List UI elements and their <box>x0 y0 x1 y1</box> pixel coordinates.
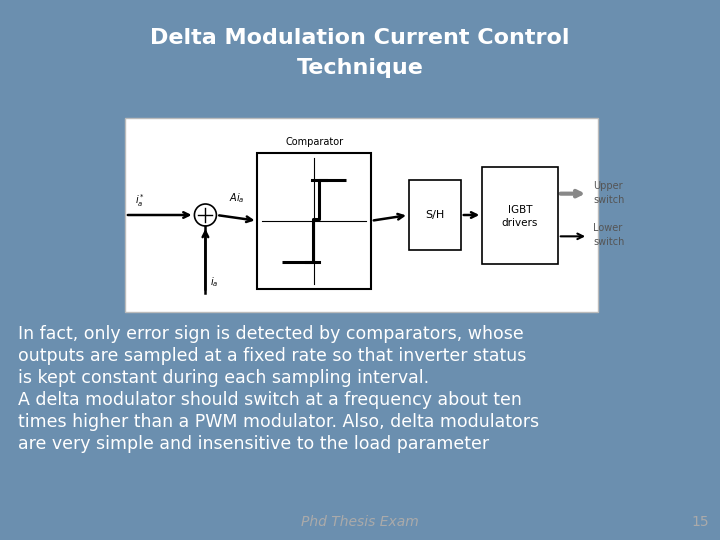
Text: A delta modulator should switch at a frequency about ten: A delta modulator should switch at a fre… <box>18 391 522 409</box>
Text: S/H: S/H <box>426 210 444 220</box>
Text: switch: switch <box>593 194 624 205</box>
Text: 15: 15 <box>691 515 708 529</box>
Text: outputs are sampled at a fixed rate so that inverter status: outputs are sampled at a fixed rate so t… <box>18 347 526 365</box>
Text: Phd Thesis Exam: Phd Thesis Exam <box>301 515 419 529</box>
Text: Technique: Technique <box>297 58 423 78</box>
Text: drivers: drivers <box>502 218 538 228</box>
Text: $i_a^*$: $i_a^*$ <box>135 193 145 210</box>
Text: $Ai_a$: $Ai_a$ <box>229 191 245 205</box>
Text: times higher than a PWM modulator. Also, delta modulators: times higher than a PWM modulator. Also,… <box>18 413 539 431</box>
Text: are very simple and insensitive to the load parameter: are very simple and insensitive to the l… <box>18 435 489 453</box>
Bar <box>258 153 371 289</box>
Bar <box>409 180 461 250</box>
Text: Delta Modulation Current Control: Delta Modulation Current Control <box>150 28 570 48</box>
Bar <box>125 118 598 312</box>
Text: In fact, only error sign is detected by comparators, whose: In fact, only error sign is detected by … <box>18 325 523 343</box>
Text: IGBT: IGBT <box>508 205 532 215</box>
Text: $i_a$: $i_a$ <box>210 275 219 288</box>
Text: Upper: Upper <box>593 181 623 191</box>
Text: switch: switch <box>593 238 624 247</box>
Text: is kept constant during each sampling interval.: is kept constant during each sampling in… <box>18 369 429 387</box>
Bar <box>482 166 558 264</box>
Text: Lower: Lower <box>593 224 622 233</box>
Text: Comparator: Comparator <box>285 137 343 147</box>
